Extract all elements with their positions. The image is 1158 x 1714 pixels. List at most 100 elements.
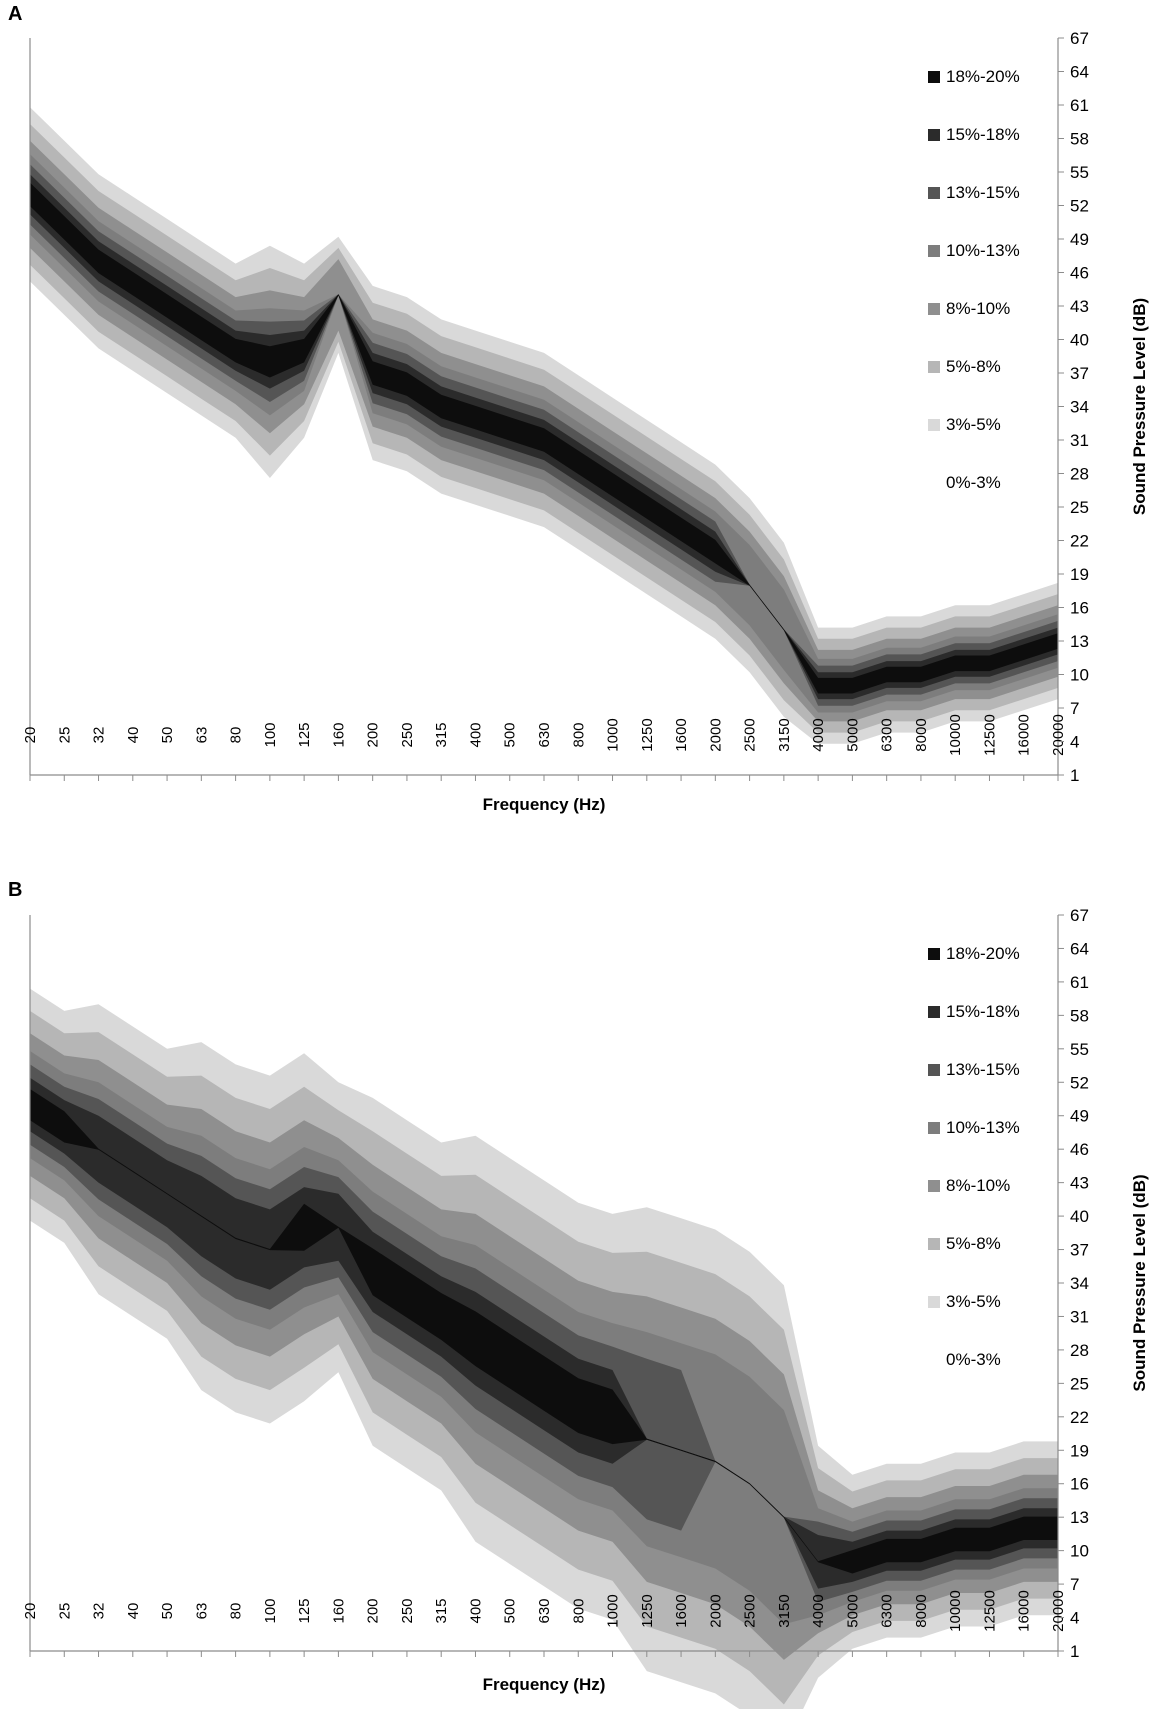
legend-swatch (928, 1354, 940, 1366)
x-tick-label: 20000 (1050, 714, 1067, 756)
x-tick-label: 10000 (947, 1590, 964, 1632)
x-tick-label: 1250 (639, 1594, 656, 1627)
x-tick-label: 6300 (879, 1594, 896, 1627)
x-tick-labels: 20 25 32 40 50 63 80 100 125 160 200 250 315 400 500 63… (22, 1590, 1067, 1657)
heatmap-bands (30, 107, 1058, 744)
x-axis-title: Frequency (Hz) (483, 1675, 606, 1694)
legend-swatch (928, 419, 940, 431)
y-tick-label: 1 (1070, 1642, 1079, 1661)
x-tick-label: 2500 (742, 718, 759, 751)
x-tick-label: 160 (330, 1598, 347, 1623)
panel-label: A (8, 3, 22, 25)
panel-a: A20 25 32 40 50 63 80 100 125 160 200 250 315 400 500 6… (8, 3, 1149, 814)
x-tick-label: 1250 (639, 718, 656, 751)
panel-label: B (8, 879, 22, 901)
x-tick-label: 5000 (844, 718, 861, 751)
x-tick-label: 315 (433, 722, 450, 747)
x-tick-label: 12500 (982, 714, 999, 756)
x-tick-label: 250 (399, 1598, 416, 1623)
legend: 18%-20% 15%-18% 13%-15% 10%-13% 8%-10% 5%-8% 3… (928, 944, 1020, 1369)
heatmap-band-15%-18% (30, 1077, 1058, 1589)
legend-swatch (928, 129, 940, 141)
y-tick-label: 61 (1070, 973, 1089, 992)
y-tick-label: 40 (1070, 1207, 1089, 1226)
x-tick-label: 100 (262, 1598, 279, 1623)
y-tick-label: 49 (1070, 1107, 1089, 1126)
y-tick-label: 22 (1070, 1408, 1089, 1427)
legend-swatch (928, 477, 940, 489)
legend-label: 5%-8% (946, 1234, 1001, 1253)
legend: 18%-20% 15%-18% 13%-15% 10%-13% 8%-10% 5%-8% 3… (928, 67, 1020, 492)
x-tick-label: 2500 (742, 1594, 759, 1627)
legend-label: 5%-8% (946, 357, 1001, 376)
y-tick-label: 55 (1070, 163, 1089, 182)
y-tick-labels: 1 4 7 10 13 16 19 22 25 28 31 34 37 40 43 46 49 52 55 58 61 6… (1058, 906, 1089, 1661)
x-tick-label: 125 (296, 1598, 313, 1623)
legend-label: 13%-15% (946, 1060, 1020, 1079)
legend-label: 8%-10% (946, 1176, 1010, 1195)
x-tick-label: 50 (159, 1603, 176, 1620)
y-tick-label: 52 (1070, 197, 1089, 216)
legend-label: 3%-5% (946, 1292, 1001, 1311)
y-tick-label: 7 (1070, 699, 1079, 718)
legend-swatch (928, 245, 940, 257)
y-tick-label: 31 (1070, 1307, 1089, 1326)
x-tick-label: 40 (125, 1603, 142, 1620)
x-tick-label: 3150 (776, 718, 793, 751)
x-tick-label: 20 (22, 1603, 39, 1620)
x-tick-label: 2000 (707, 718, 724, 751)
x-tick-label: 160 (330, 722, 347, 747)
x-tick-label: 400 (468, 722, 485, 747)
legend-swatch (928, 187, 940, 199)
legend-label: 10%-13% (946, 241, 1020, 260)
y-tick-label: 46 (1070, 264, 1089, 283)
y-tick-label: 67 (1070, 29, 1089, 48)
legend-label: 15%-18% (946, 125, 1020, 144)
x-tick-label: 32 (91, 1603, 108, 1620)
y-tick-label: 16 (1070, 599, 1089, 618)
y-tick-label: 49 (1070, 230, 1089, 249)
y-tick-label: 25 (1070, 1374, 1089, 1393)
x-tick-label: 200 (365, 722, 382, 747)
y-tick-label: 10 (1070, 1542, 1089, 1561)
y-tick-label: 25 (1070, 498, 1089, 517)
x-tick-label: 8000 (913, 718, 930, 751)
x-tick-label: 125 (296, 722, 313, 747)
y-tick-label: 34 (1070, 398, 1089, 417)
y-tick-label: 4 (1070, 1609, 1079, 1628)
y-tick-label: 13 (1070, 632, 1089, 651)
y-tick-label: 40 (1070, 331, 1089, 350)
y-tick-label: 52 (1070, 1073, 1089, 1092)
y-tick-label: 31 (1070, 431, 1089, 450)
x-tick-label: 4000 (810, 718, 827, 751)
legend-label: 18%-20% (946, 67, 1020, 86)
x-tick-label: 2000 (707, 1594, 724, 1627)
y-tick-label: 16 (1070, 1475, 1089, 1494)
y-tick-label: 19 (1070, 1441, 1089, 1460)
x-tick-label: 5000 (844, 1594, 861, 1627)
x-tick-label: 1600 (673, 1594, 690, 1627)
legend-label: 0%-3% (946, 473, 1001, 492)
y-tick-label: 28 (1070, 465, 1089, 484)
y-tick-label: 1 (1070, 766, 1079, 785)
legend-swatch (928, 948, 940, 960)
y-tick-label: 37 (1070, 364, 1089, 383)
x-tick-label: 25 (56, 1603, 73, 1620)
x-tick-label: 630 (536, 722, 553, 747)
x-tick-label: 250 (399, 722, 416, 747)
y-tick-label: 4 (1070, 733, 1079, 752)
x-tick-label: 16000 (1016, 714, 1033, 756)
y-tick-label: 43 (1070, 297, 1089, 316)
x-tick-label: 32 (91, 727, 108, 744)
y-tick-label: 64 (1070, 63, 1089, 82)
x-tick-label: 6300 (879, 718, 896, 751)
y-tick-label: 61 (1070, 96, 1089, 115)
legend-label: 18%-20% (946, 944, 1020, 963)
x-tick-label: 500 (502, 722, 519, 747)
x-tick-label: 630 (536, 1598, 553, 1623)
legend-swatch (928, 1238, 940, 1250)
y-axis-title: Sound Pressure Level (dB) (1130, 1174, 1149, 1391)
y-tick-label: 43 (1070, 1174, 1089, 1193)
